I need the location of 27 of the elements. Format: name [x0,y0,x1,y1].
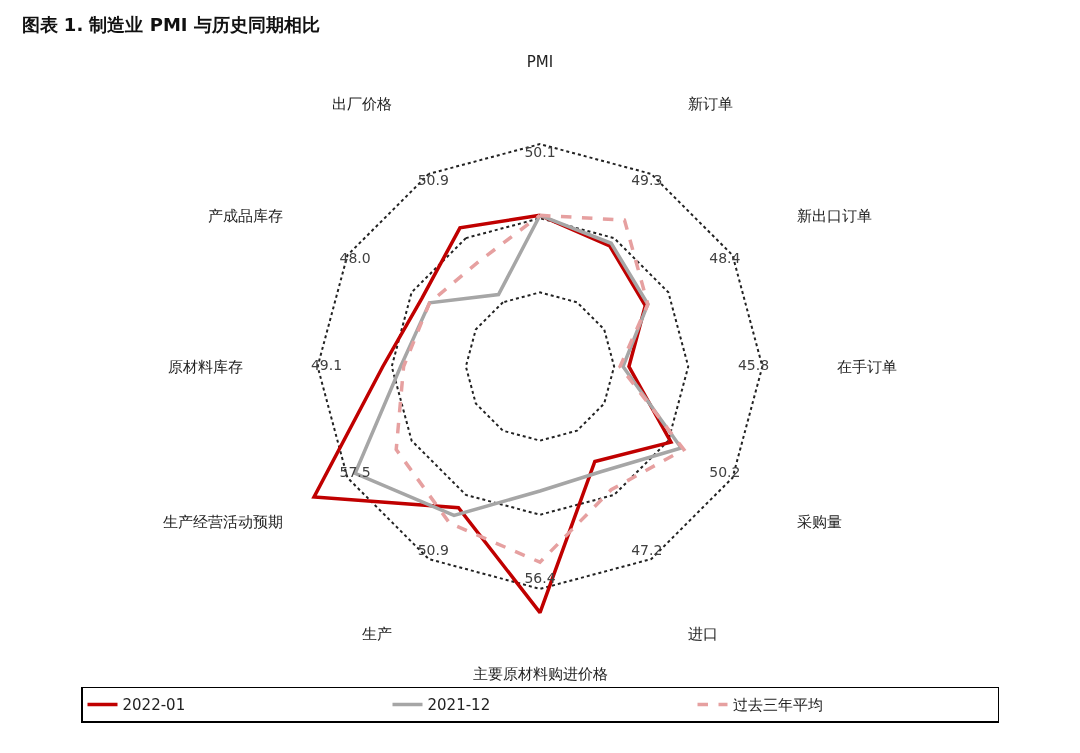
text: 49.1 [310,357,343,373]
spoke-label: PMI [526,52,554,71]
legend-label: 过去三年平均 [732,696,823,715]
spoke-label: 原材料库存 [168,357,243,376]
spoke-label: 在手订单 [837,357,897,376]
spoke-label: 进口 [688,625,719,644]
spoke-label: 主要原材料购进价格 [472,664,608,683]
text: 45.8 [737,357,770,373]
spoke-label: 生产 [361,625,392,644]
text: 50.9 [417,541,449,558]
legend-label: 2021-12 [427,696,491,715]
spoke-label: 采购量 [797,513,843,532]
text: 50.1 [524,143,556,160]
spoke-label: 产成品库存 [207,207,283,226]
spoke-label: 生产经营活动预期 [162,513,283,532]
text: 48.0 [339,250,371,267]
text: 48.4 [709,250,741,267]
text: 57.5 [339,463,371,480]
legend-label: 2022-01 [122,696,186,715]
text: 50.9 [417,172,449,189]
text: 50.2 [709,463,741,480]
chart-title: 图表 1. 制造业 PMI 与历史同期相比 [21,14,320,36]
spoke-label: 出厂价格 [331,95,392,114]
text: 49.3 [631,172,663,189]
spoke-label: 新订单 [688,95,734,114]
spoke-label: 新出口订单 [797,207,873,226]
text: 47.2 [631,541,663,558]
